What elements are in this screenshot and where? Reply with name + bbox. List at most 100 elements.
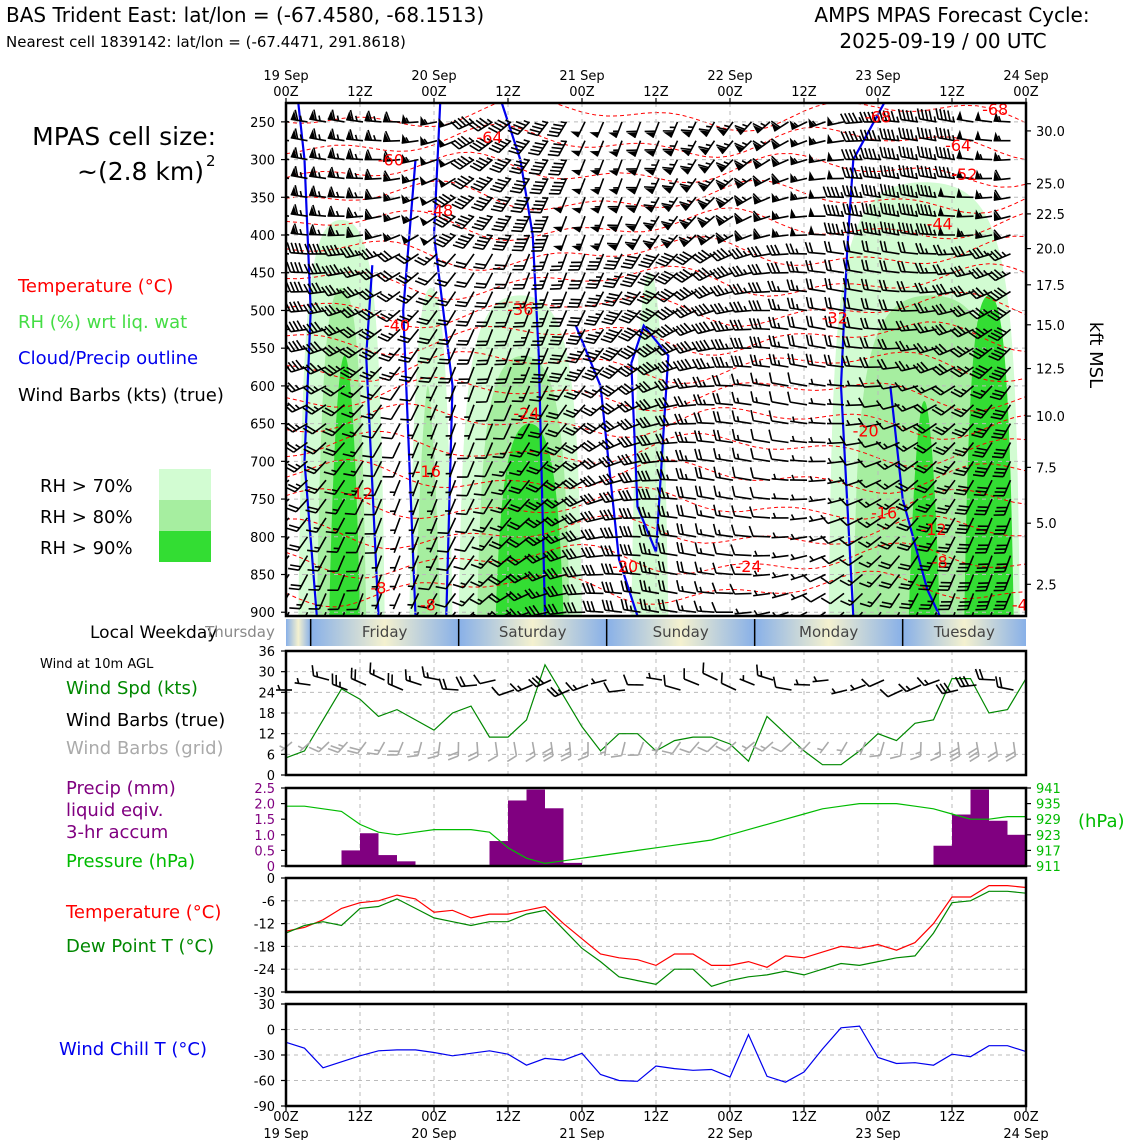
wind-barb bbox=[584, 305, 603, 328]
surface-wind-barb-grid bbox=[297, 738, 311, 751]
wind-barb bbox=[694, 504, 716, 517]
wind-barb bbox=[474, 268, 492, 291]
wind-barb bbox=[842, 149, 863, 159]
bottom-12z-label: 12Z bbox=[347, 1110, 373, 1125]
wind-barb bbox=[601, 527, 622, 538]
wind-barb bbox=[377, 264, 400, 283]
wind-barb bbox=[678, 173, 696, 193]
wind-barb bbox=[661, 174, 678, 194]
wind-barb bbox=[808, 551, 826, 562]
wind-barb bbox=[490, 153, 511, 175]
wind-barb bbox=[823, 223, 845, 235]
precip-bar bbox=[527, 790, 546, 866]
panel-y-tick-label: -24 bbox=[254, 963, 275, 978]
wind-barb bbox=[529, 155, 548, 178]
wind-barb bbox=[694, 394, 715, 404]
wind-barb bbox=[511, 212, 529, 235]
top-12z-label: 12Z bbox=[791, 85, 817, 100]
surface-wind-barb-true bbox=[604, 680, 625, 692]
temperature-contour-label: -8 bbox=[371, 578, 387, 597]
wind-barb bbox=[383, 131, 400, 142]
wind-barb bbox=[287, 262, 308, 273]
pressure-tick-label: 800 bbox=[250, 531, 275, 546]
wind-barb bbox=[749, 282, 770, 293]
panel-y-tick-label: -30 bbox=[254, 1049, 275, 1064]
pressure-tick-label: 300 bbox=[250, 154, 275, 169]
wind-barb bbox=[656, 247, 678, 269]
pressure-tick-label: 550 bbox=[250, 342, 275, 357]
surface-wind-barb-true bbox=[310, 665, 332, 680]
wind-barb bbox=[606, 231, 622, 251]
panel-y-tick-label: -12 bbox=[254, 918, 275, 933]
weekday-name: Tuesday bbox=[933, 623, 995, 641]
precip-label-3: 3-hr accum bbox=[66, 822, 168, 843]
top-day-label: 23 Sep bbox=[855, 69, 900, 84]
wind-barb bbox=[897, 165, 919, 178]
wind-barb bbox=[805, 354, 827, 367]
wind-barb bbox=[581, 379, 603, 401]
wind-barb bbox=[753, 551, 770, 556]
wind-barb bbox=[328, 128, 346, 141]
top-day-label: 24 Sep bbox=[1003, 69, 1048, 84]
wind-barb bbox=[600, 341, 622, 363]
wind-barb bbox=[808, 494, 826, 501]
wind-barb bbox=[697, 135, 715, 155]
wind-barb bbox=[582, 565, 603, 576]
wind-barb bbox=[771, 570, 789, 578]
wind-barb bbox=[733, 115, 752, 134]
pressure-tick-label: 935 bbox=[1036, 798, 1061, 813]
legend-rh80-label: RH > 80% bbox=[40, 507, 133, 528]
precip-label-2: liquid eqiv. bbox=[66, 800, 163, 821]
pressure-label: Pressure (hPa) bbox=[66, 851, 195, 872]
legend-rh90-swatch bbox=[159, 531, 211, 562]
wind-barb bbox=[620, 267, 640, 290]
wind-barb bbox=[601, 600, 623, 612]
panel-y-tick-label: 30 bbox=[258, 666, 275, 681]
wind-barb bbox=[768, 430, 790, 443]
pressure-tick-label: 941 bbox=[1036, 782, 1061, 797]
wind-barb bbox=[377, 284, 400, 304]
wind-barb bbox=[841, 112, 863, 124]
wind-barb bbox=[599, 433, 622, 451]
wind-barb bbox=[790, 436, 807, 443]
surface-wind-barb-true bbox=[348, 668, 370, 685]
wind-barb bbox=[994, 132, 1011, 141]
wind-barb bbox=[731, 410, 753, 423]
wind-barb bbox=[291, 166, 309, 179]
temperature-panel-label: Temperature (°C) bbox=[65, 902, 221, 923]
wind-barb bbox=[399, 208, 418, 223]
wind-barb bbox=[328, 147, 346, 159]
wind-barb bbox=[608, 138, 622, 157]
wind-barb bbox=[547, 117, 566, 140]
weekday-name: Monday bbox=[799, 623, 858, 641]
pressure-tick-label: 450 bbox=[250, 267, 275, 282]
wind-barb bbox=[805, 242, 827, 254]
surface-wind-barb-true bbox=[329, 673, 351, 690]
wind-barb bbox=[363, 187, 381, 199]
panel-y-tick-label: 2.0 bbox=[254, 798, 275, 813]
wind-barb bbox=[291, 147, 309, 160]
wind-barb bbox=[285, 338, 308, 352]
wind-barb bbox=[809, 437, 826, 443]
pressure-tick-label: 911 bbox=[1036, 860, 1061, 875]
wind-barb bbox=[916, 146, 938, 159]
wind-barb bbox=[680, 118, 696, 138]
wind-barb bbox=[272, 184, 290, 197]
wind-barb bbox=[768, 372, 790, 385]
wind-barb bbox=[642, 211, 659, 231]
panel-y-tick-label: 0 bbox=[267, 1024, 275, 1039]
kft-tick-label: 17.5 bbox=[1036, 279, 1065, 294]
wind-barb bbox=[769, 132, 789, 149]
weekday-label: Local Weekday bbox=[90, 623, 217, 643]
surface-wind-barb-grid bbox=[504, 742, 517, 761]
wind-barb bbox=[456, 306, 474, 329]
wind-barb bbox=[396, 284, 418, 306]
panel-y-tick-label: 6 bbox=[267, 748, 275, 763]
temperature-contour-label: -64 bbox=[945, 136, 971, 155]
wind-barb bbox=[586, 268, 604, 291]
wind-barb bbox=[309, 166, 327, 178]
surface-wind-barb-true bbox=[646, 673, 663, 680]
legend-wind-barbs: Wind Barbs (kts) (true) bbox=[18, 385, 224, 406]
temperature-contour-label: -64 bbox=[476, 128, 502, 147]
surface-wind-barb-grid bbox=[486, 742, 498, 761]
